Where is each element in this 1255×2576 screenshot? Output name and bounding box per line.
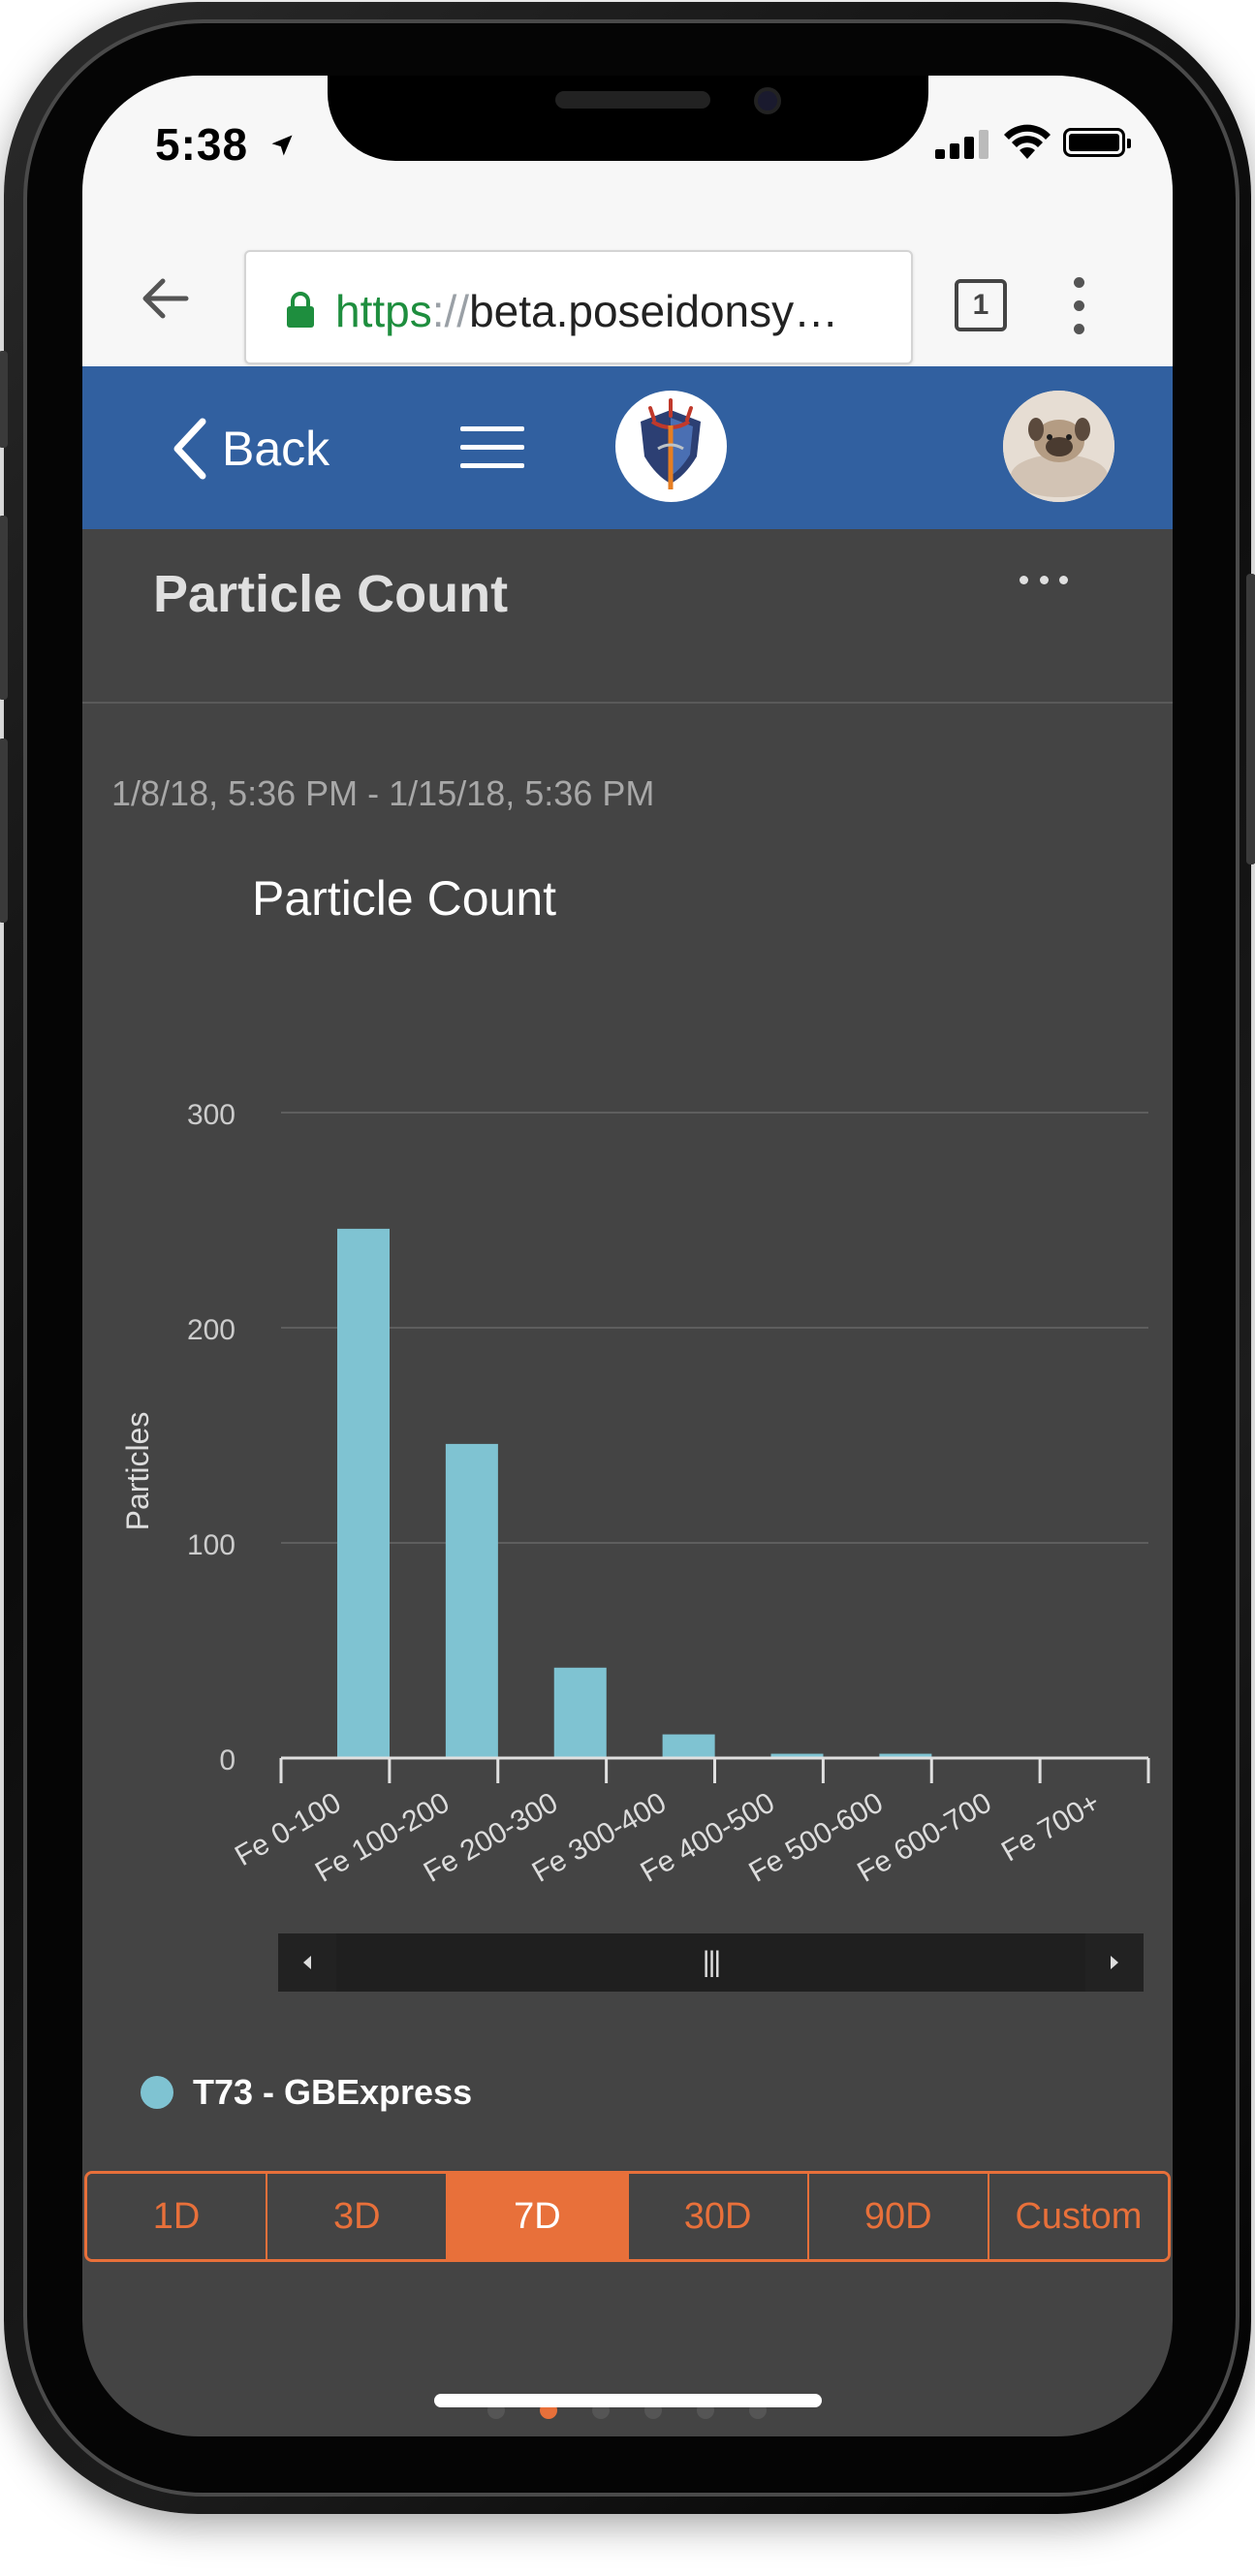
bar[interactable] <box>879 1753 932 1758</box>
y-axis-ticks: 0 100 200 300 <box>187 1099 235 1776</box>
lock-icon <box>287 292 314 328</box>
range-30d-button[interactable]: 30D <box>628 2174 809 2259</box>
legend-label: T73 - GBExpress <box>193 2072 473 2112</box>
bar[interactable] <box>770 1753 824 1758</box>
browser-menu-icon[interactable] <box>1071 277 1086 335</box>
y-tick-label: 300 <box>187 1099 235 1131</box>
caret-right-icon <box>1111 1956 1118 1969</box>
y-tick-label: 0 <box>219 1744 235 1776</box>
hamburger-menu-icon[interactable] <box>460 426 524 469</box>
caret-left-icon <box>303 1956 311 1969</box>
scroll-right-button[interactable] <box>1085 1933 1144 1992</box>
bar[interactable] <box>337 1228 390 1758</box>
poseidon-trident-logo[interactable] <box>615 391 727 502</box>
phone-screen: 5:38 https://beta.poseidonsy… <box>82 76 1173 2436</box>
cellular-signal-icon <box>935 130 991 159</box>
wifi-icon <box>1004 124 1051 159</box>
address-bar[interactable]: https://beta.poseidonsy… <box>244 250 913 364</box>
user-avatar[interactable] <box>1003 391 1114 502</box>
grip-icon: ||| <box>702 1946 721 1978</box>
more-options-icon[interactable] <box>1020 576 1068 589</box>
front-camera <box>754 87 781 114</box>
status-time: 5:38 <box>155 119 249 170</box>
status-bar: 5:38 <box>82 76 1173 221</box>
chart-gridlines <box>281 1112 1148 1544</box>
chart-title: Particle Count <box>252 871 557 926</box>
app-navbar: Back <box>82 366 1173 529</box>
range-7d-button[interactable]: 7D <box>448 2174 629 2259</box>
speaker-grille <box>555 91 710 109</box>
chart-bars <box>337 1228 932 1758</box>
range-3d-button[interactable]: 3D <box>267 2174 449 2259</box>
chart-scrollbar[interactable]: ||| <box>278 1933 1144 1992</box>
range-90d-button[interactable]: 90D <box>808 2174 989 2259</box>
y-tick-label: 200 <box>187 1314 235 1346</box>
tab-switcher-button[interactable]: 1 <box>955 279 1007 331</box>
bar[interactable] <box>445 1443 498 1758</box>
url-scheme: https <box>335 286 432 336</box>
page-header: Particle Count <box>82 529 1173 704</box>
date-range: 1/8/18, 5:36 PM - 1/15/18, 5:36 PM <box>111 773 655 813</box>
browser-toolbar: https://beta.poseidonsy… 1 <box>82 221 1173 366</box>
url-text: https://beta.poseidonsy… <box>335 285 838 337</box>
volume-up-button <box>0 516 8 700</box>
mute-switch <box>0 351 8 448</box>
range-1d-button[interactable]: 1D <box>87 2174 268 2259</box>
legend-dot-icon <box>141 2076 173 2109</box>
x-tick-label: Fe 700+ <box>996 1786 1106 1868</box>
bar[interactable] <box>662 1734 715 1758</box>
chart-legend[interactable]: T73 - GBExpress <box>141 2072 472 2113</box>
bar[interactable] <box>553 1667 607 1758</box>
scrollbar-thumb[interactable]: ||| <box>336 1933 1085 1992</box>
page-title: Particle Count <box>153 565 509 623</box>
notch <box>328 76 928 161</box>
range-custom-button[interactable]: Custom <box>988 2174 1168 2259</box>
url-host: beta.poseidonsy… <box>469 286 839 336</box>
time-range-selector: 1D 3D 7D 30D 90D Custom <box>84 2171 1171 2262</box>
battery-full-icon <box>1063 128 1131 157</box>
back-label: Back <box>222 422 330 476</box>
power-button <box>1246 574 1255 864</box>
scroll-left-button[interactable] <box>278 1933 336 1992</box>
home-indicator[interactable] <box>434 2394 822 2407</box>
location-arrow-icon <box>271 135 293 156</box>
y-tick-label: 100 <box>187 1529 235 1561</box>
chevron-left-icon <box>173 418 206 480</box>
y-axis-label: Particles <box>120 1412 155 1531</box>
url-separator: :// <box>431 286 470 336</box>
back-button[interactable]: Back <box>170 415 329 483</box>
volume-down-button <box>0 738 8 923</box>
browser-back-arrow-icon[interactable] <box>136 269 194 328</box>
